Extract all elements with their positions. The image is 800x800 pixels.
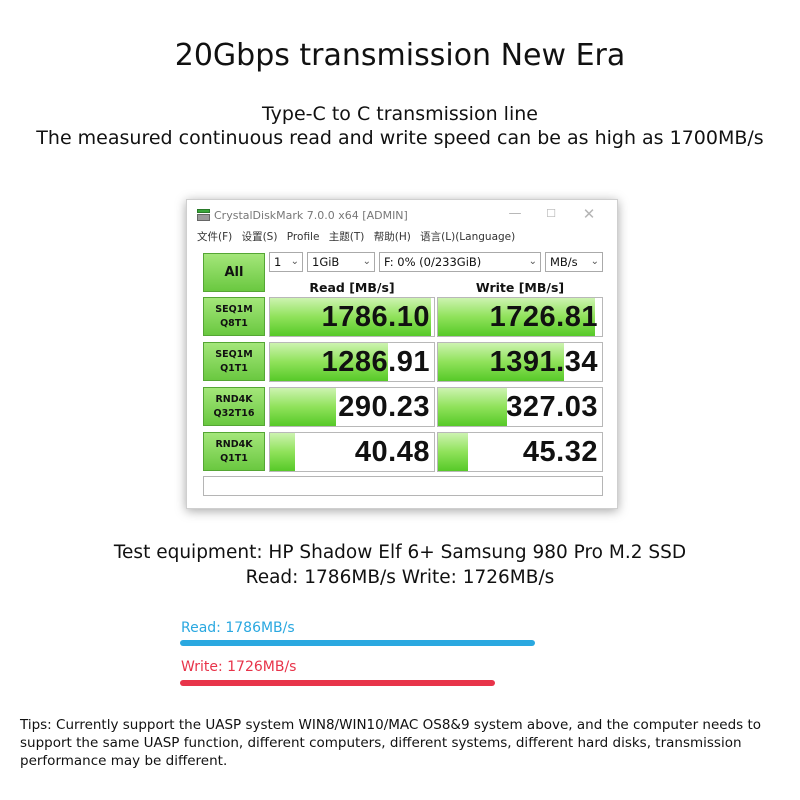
test-label-queue: Q1T1 — [220, 452, 248, 464]
unit-select-value: MB/s — [550, 255, 578, 269]
result-bar-fill — [270, 298, 431, 336]
tips-note: Tips: Currently support the UASP system … — [20, 717, 762, 769]
comment-field[interactable] — [203, 476, 603, 496]
menu-file[interactable]: 文件(F) — [197, 231, 233, 243]
write-result-rnd4k-q1t1: 45.32 — [437, 432, 603, 472]
result-value: 40.48 — [354, 436, 430, 468]
write-result-seq1m-q8t1: 1726.81 — [437, 297, 603, 337]
result-bar-fill — [438, 343, 565, 381]
subtitle-line-2: The measured continuous read and write s… — [36, 127, 764, 149]
menu-help[interactable]: 帮助(H) — [373, 231, 411, 243]
test-result-summary: Read: 1786MB/s Write: 1726MB/s — [245, 567, 555, 588]
chevron-down-icon: ⌄ — [528, 256, 537, 267]
size-select-value: 1GiB — [312, 255, 340, 269]
page-headline: 20Gbps transmission New Era — [174, 38, 626, 73]
subtitle-line-1: Type-C to C transmission line — [262, 103, 538, 125]
crystaldiskmark-app-icon — [197, 209, 210, 221]
result-bar-fill — [270, 343, 389, 381]
read-speed-bar — [180, 640, 535, 646]
window-titlebar[interactable]: CrystalDiskMark 7.0.0 x64 [ADMIN] — ☐ ✕ — [187, 200, 617, 226]
test-label-type: RND4K — [215, 393, 253, 405]
maximize-button[interactable]: ☐ — [546, 207, 556, 220]
drive-select-value: F: 0% (0/233GiB) — [384, 255, 482, 269]
count-select-value: 1 — [274, 255, 282, 269]
test-label-type: SEQ1M — [215, 303, 253, 315]
test-button-seq1m-q8t1[interactable]: SEQ1M Q8T1 — [203, 297, 265, 336]
result-value: 1391.34 — [489, 346, 598, 378]
read-column-header: Read [MB/s] — [309, 280, 395, 295]
result-value: 1786.10 — [321, 301, 430, 333]
write-speed-bar — [180, 680, 496, 686]
menu-settings[interactable]: 设置(S) — [241, 231, 278, 243]
chevron-down-icon: ⌄ — [590, 256, 599, 267]
write-result-rnd4k-q32t16: 327.03 — [437, 387, 603, 427]
test-label-queue: Q8T1 — [220, 317, 248, 329]
test-label-queue: Q1T1 — [220, 362, 248, 374]
read-result-rnd4k-q32t16: 290.23 — [269, 387, 435, 427]
menu-profile[interactable]: Profile — [286, 231, 320, 243]
chevron-down-icon: ⌄ — [362, 256, 371, 267]
minimize-button[interactable]: — — [508, 206, 522, 221]
write-speed-label: Write: 1726MB/s — [181, 659, 297, 675]
result-value: 45.32 — [522, 436, 598, 468]
write-column-header: Write [MB/s] — [475, 280, 565, 295]
result-bar-fill — [438, 298, 596, 336]
test-button-seq1m-q1t1[interactable]: SEQ1M Q1T1 — [203, 342, 265, 381]
menu-language[interactable]: 语言(L)(Language) — [420, 231, 516, 243]
read-speed-label: Read: 1786MB/s — [181, 620, 295, 636]
result-bar-fill — [270, 388, 336, 426]
menu-bar: 文件(F) 设置(S) Profile 主题(T) 帮助(H) 语言(L)(La… — [197, 229, 521, 244]
result-value: 290.23 — [338, 391, 430, 423]
test-equipment-line: Test equipment: HP Shadow Elf 6+ Samsung… — [113, 542, 687, 563]
unit-select[interactable]: MB/s ⌄ — [545, 252, 603, 272]
test-label-queue: Q32T16 — [213, 407, 255, 419]
result-bar-fill — [270, 433, 295, 471]
test-label-type: RND4K — [215, 438, 253, 450]
test-button-rnd4k-q32t16[interactable]: RND4K Q32T16 — [203, 387, 265, 426]
test-label-type: SEQ1M — [215, 348, 253, 360]
test-button-rnd4k-q1t1[interactable]: RND4K Q1T1 — [203, 432, 265, 471]
read-result-seq1m-q8t1: 1786.10 — [269, 297, 435, 337]
window-title: CrystalDiskMark 7.0.0 x64 [ADMIN] — [214, 209, 408, 222]
crystaldiskmark-window: CrystalDiskMark 7.0.0 x64 [ADMIN] — ☐ ✕ … — [186, 199, 618, 509]
size-select[interactable]: 1GiB ⌄ — [307, 252, 375, 272]
result-bar-fill — [438, 433, 468, 471]
read-result-rnd4k-q1t1: 40.48 — [269, 432, 435, 472]
all-button[interactable]: All — [203, 253, 265, 292]
result-bar-fill — [438, 388, 507, 426]
count-select[interactable]: 1 ⌄ — [269, 252, 303, 272]
write-result-seq1m-q1t1: 1391.34 — [437, 342, 603, 382]
read-result-seq1m-q1t1: 1286.91 — [269, 342, 435, 382]
result-value: 1286.91 — [321, 346, 430, 378]
close-button[interactable]: ✕ — [582, 205, 596, 223]
result-value: 327.03 — [506, 391, 598, 423]
result-value: 1726.81 — [489, 301, 598, 333]
chevron-down-icon: ⌄ — [290, 256, 299, 267]
menu-theme[interactable]: 主题(T) — [328, 231, 365, 243]
drive-select[interactable]: F: 0% (0/233GiB) ⌄ — [379, 252, 541, 272]
